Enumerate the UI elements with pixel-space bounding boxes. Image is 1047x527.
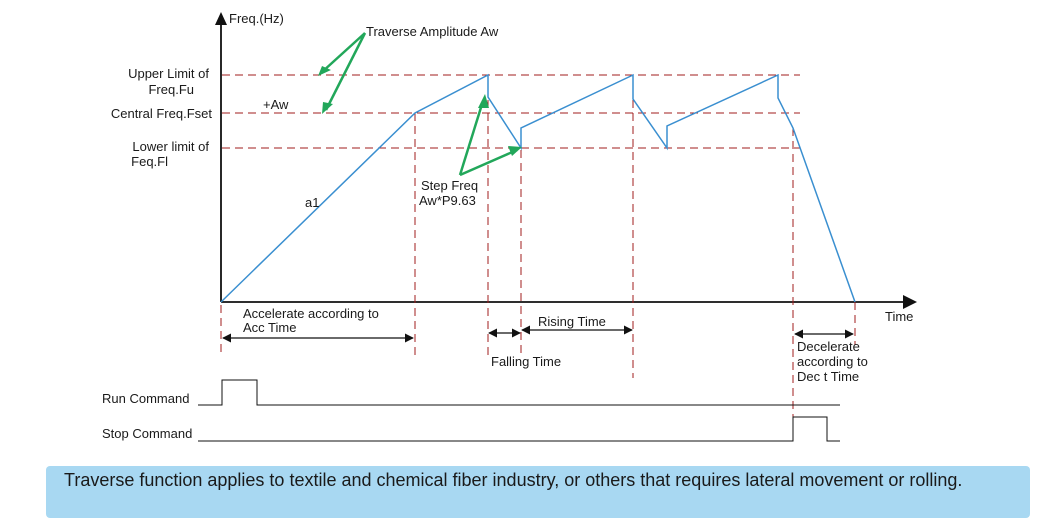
a1-label: a1 <box>305 195 319 210</box>
traverse-amplitude-pointer <box>318 32 367 114</box>
accel-label-line2: Acc Time <box>243 320 296 335</box>
upper-limit-label-line2: Freq.Fu <box>148 82 194 97</box>
upper-limit-label-line1: Upper Limit of <box>128 66 209 81</box>
info-text: Traverse function applies to textile and… <box>64 470 963 490</box>
stop-command-signal <box>198 416 840 442</box>
falling-time-label: Falling Time <box>491 354 561 369</box>
frequency-waveform <box>220 73 856 303</box>
central-freq-label: Central Freq.Fset <box>111 106 213 121</box>
lower-limit-label-line2: Feq.Fl <box>131 154 168 169</box>
lower-limit-label-line1: Lower limit of <box>132 139 209 154</box>
info-box: Traverse function applies to textile and… <box>46 466 1030 518</box>
step-freq-pointer <box>458 94 522 177</box>
traverse-amplitude-label: Traverse Amplitude Aw <box>366 24 499 39</box>
decel-label-line1: Decelerate <box>797 339 860 354</box>
x-axis-arrowhead <box>903 295 917 309</box>
plus-aw-label: +Aw <box>263 97 289 112</box>
decel-label-line2: according to <box>797 354 868 369</box>
stop-command-label: Stop Command <box>102 426 192 441</box>
run-command-label: Run Command <box>102 391 189 406</box>
accel-label-line1: Accelerate according to <box>243 306 379 321</box>
x-axis-label: Time <box>885 309 913 324</box>
run-command-signal <box>198 379 840 406</box>
y-axis-label: Freq.(Hz) <box>229 11 284 26</box>
y-axis-arrowhead <box>215 12 227 25</box>
rising-time-label: Rising Time <box>538 314 606 329</box>
decel-label-line3: Dec t Time <box>797 369 859 384</box>
step-freq-label-line1: Step Freq <box>421 178 478 193</box>
step-freq-label-line2: Aw*P9.63 <box>419 193 476 208</box>
